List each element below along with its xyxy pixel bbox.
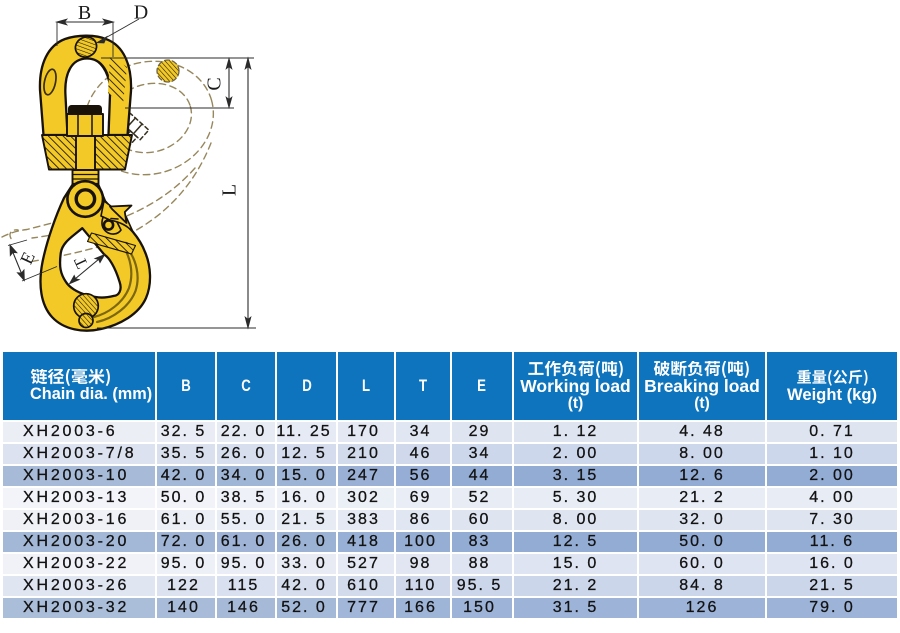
svg-text:E: E [16, 249, 39, 267]
svg-text:D: D [134, 2, 148, 24]
svg-text:C: C [204, 77, 226, 90]
svg-text:L: L [219, 184, 241, 196]
svg-text:T: T [70, 253, 92, 271]
svg-text:B: B [78, 2, 91, 24]
